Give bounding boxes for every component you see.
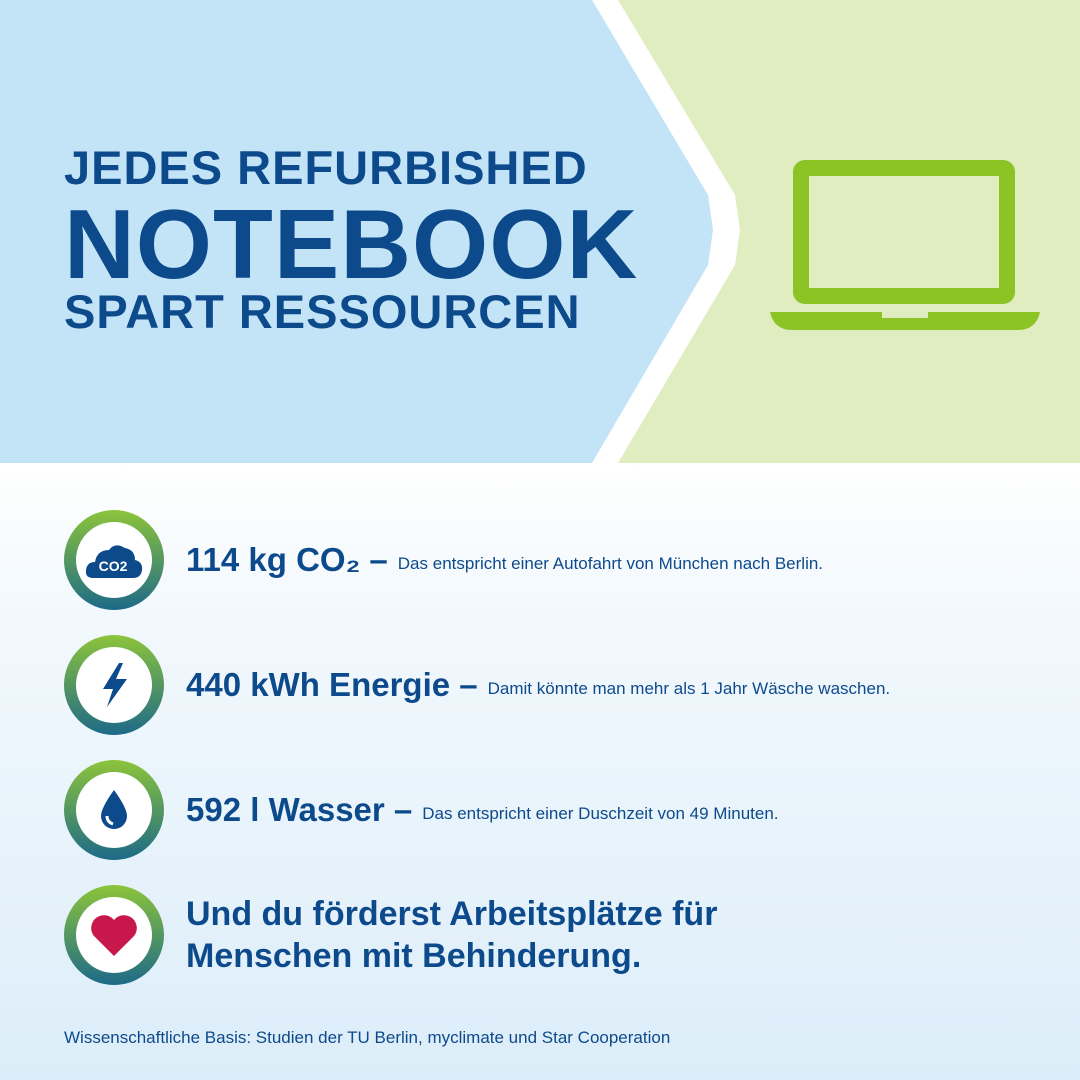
stat-value: 592 l Wasser –	[186, 791, 413, 828]
stat-co2: CO2 114 kg CO₂ – Das entspricht einer Au…	[64, 510, 823, 610]
headline-line-2: NOTEBOOK	[64, 189, 639, 299]
stat-text: Das entspricht einer Autofahrt von Münch…	[397, 554, 824, 573]
svg-text:CO2: CO2	[99, 558, 128, 574]
jobs-line-1: Und du förderst Arbeitsplätze für	[186, 895, 718, 933]
stat-value: 440 kWh Energie –	[186, 666, 478, 703]
jobs-line-2: Menschen mit Behinderung.	[186, 937, 642, 975]
headline-line-3: SPART RESSOURCEN	[64, 285, 581, 338]
laptop-icon	[770, 160, 1040, 330]
headline-line-1: JEDES REFURBISHED	[64, 141, 588, 194]
stat-water: 592 l Wasser – Das entspricht einer Dusc…	[64, 760, 779, 860]
stat-value: 114 kg CO₂ –	[186, 541, 388, 578]
stat-text: Damit könnte man mehr als 1 Jahr Wäsche …	[487, 679, 891, 698]
lightning-icon	[103, 663, 127, 707]
stat-jobs: Und du förderst Arbeitsplätze für Mensch…	[64, 885, 717, 985]
stat-text: Das entspricht einer Duschzeit von 49 Mi…	[422, 804, 779, 823]
header-banner	[0, 0, 1080, 463]
stat-energy: 440 kWh Energie – Damit könnte man mehr …	[64, 635, 890, 735]
footer-source: Wissenschaftliche Basis: Studien der TU …	[64, 1028, 671, 1047]
water-drop-icon	[101, 790, 127, 829]
heart-icon	[91, 915, 137, 956]
co2-cloud-icon: CO2	[85, 545, 143, 578]
